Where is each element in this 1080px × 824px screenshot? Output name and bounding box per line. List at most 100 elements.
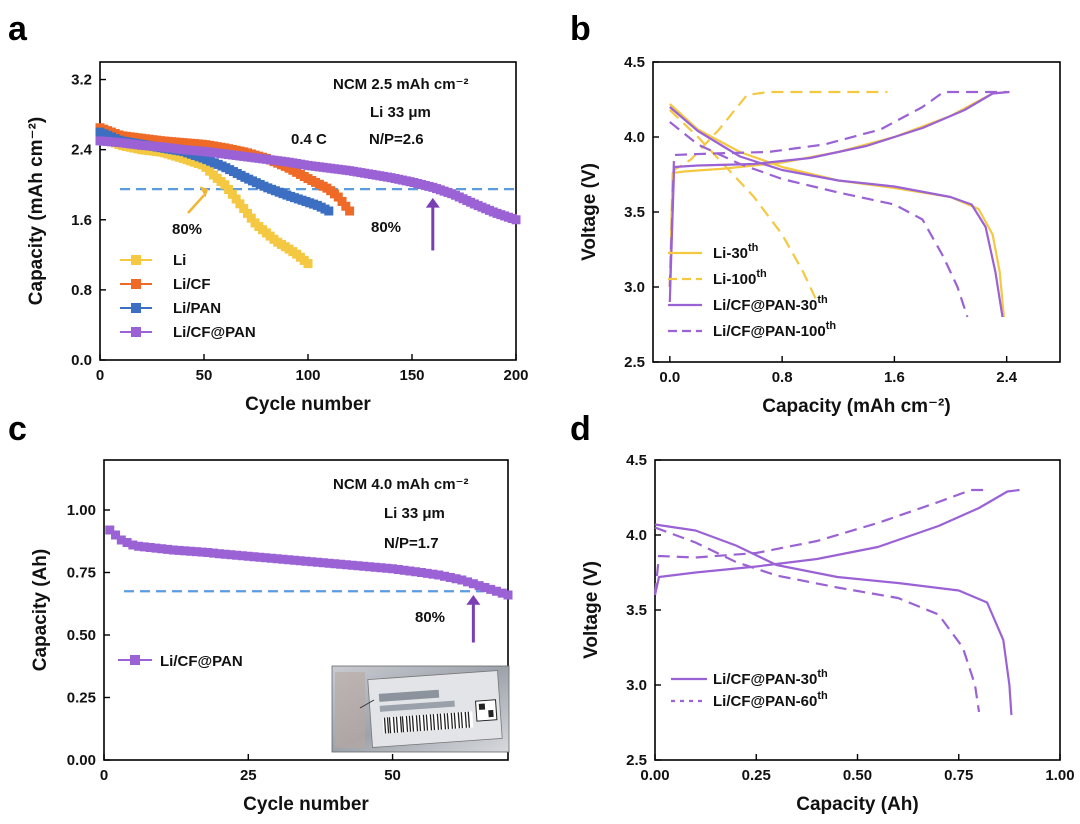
legend-label-base: Li/CF@PAN-60 — [713, 693, 817, 710]
plot-frame-c — [103, 459, 509, 761]
data-point-li-cf-pan — [307, 557, 317, 567]
y-tick-label-c: 0.25 — [67, 690, 96, 707]
legend-marker-a — [131, 303, 141, 313]
y-tick-label-c: 0.75 — [67, 565, 96, 582]
data-point-li-cf-pan — [122, 538, 132, 547]
data-point-li-cf-pan — [497, 588, 507, 598]
data-point-li-cf — [337, 196, 347, 206]
data-point-li-cf-pan — [203, 548, 213, 557]
plot-frame-b — [652, 61, 1061, 363]
data-point-li-cf-pan — [503, 590, 513, 600]
panel-letter-c: c — [8, 410, 27, 448]
legend-marker-a — [131, 255, 141, 265]
y-tick-label-b: 4.0 — [624, 129, 645, 146]
x-tick-label-a: 100 — [295, 367, 320, 384]
data-point-li-cf-pan — [330, 559, 340, 569]
curve-li-cf-pan-100th-charge- — [668, 90, 1007, 288]
chart-d: 0.00 0.25 0.50 0.75 1.00 2.5 3.0 3.5 4.0 4.5 Capac… — [581, 452, 1075, 815]
chart-b: 0.0 0.8 1.6 2.4 2.5 3.0 3.5 4.0 4.5 Capacity (mAh… — [579, 54, 1061, 417]
data-point-li-cf-pan — [434, 570, 444, 580]
y-tick-label-c: 0.00 — [67, 752, 96, 769]
data-point-li — [239, 204, 249, 214]
y-axis-label-b: Voltage (V) — [579, 163, 600, 261]
data-point-li-cf-pan — [197, 547, 207, 557]
curve-li-cf-pan-60th-charge- — [653, 488, 988, 596]
data-point-li — [235, 199, 245, 209]
annotation-li-c: Li 33 μm — [384, 505, 445, 522]
x-tick-label-b: 1.6 — [884, 369, 905, 386]
legend-label-a: Li/CF — [173, 276, 211, 293]
data-point-li-cf-pan — [480, 583, 490, 592]
data-point-li-cf-pan — [116, 535, 126, 545]
x-tick-label-a: 50 — [196, 367, 213, 384]
data-point-li-cf-pan — [168, 545, 178, 555]
annotation-crate-a: 0.4 C — [291, 131, 327, 148]
annotation-80-li: 80% — [172, 221, 202, 238]
legend-marker-a — [131, 279, 141, 289]
legend-label-sup: th — [817, 668, 828, 680]
y-tick-label-d: 4.0 — [626, 527, 647, 544]
data-point-li-cf-pan — [393, 565, 403, 574]
legend-label-sup: th — [817, 690, 828, 702]
y-tick-label-c: 0.50 — [67, 627, 96, 644]
data-point-li-cf-pan — [289, 555, 299, 565]
x-tick-label-b: 2.4 — [996, 369, 1018, 386]
annotation-ncm-a: NCM 2.5 mAh cm⁻² — [333, 76, 468, 93]
annotation-80-pan: 80% — [371, 219, 401, 236]
curve-li-cf-pan-30th-charge- — [668, 90, 1010, 303]
data-point-li-cf-pan — [186, 546, 196, 556]
data-point-li-cf-pan — [232, 550, 242, 560]
data-point-li-cf-pan — [180, 546, 190, 556]
data-point-li-cf — [345, 206, 355, 216]
data-point-li-cf-pan — [261, 553, 271, 563]
panel-letter-d: d — [570, 410, 591, 448]
curve-li-100th-discharge- — [669, 109, 819, 303]
annotation-np-c: N/P=1.7 — [384, 535, 439, 552]
curve-li-cf-pan-30th-discharge- — [654, 523, 1013, 716]
legend-label-b: Li-100th — [713, 268, 767, 288]
legend-label-base: Li/CF@PAN-30 — [713, 671, 817, 688]
data-point-li-cf-pan — [266, 553, 276, 563]
y-tick-label-d: 4.5 — [626, 452, 647, 469]
x-axis-label-a: Cycle number — [245, 394, 371, 415]
data-point-li-cf-pan — [376, 563, 386, 573]
x-tick-label-b: 0.8 — [772, 369, 793, 386]
x-axis-label-b: Capacity (mAh cm⁻²) — [762, 396, 950, 417]
data-point-li-cf-pan — [226, 550, 236, 560]
data-point-li-cf-pan — [486, 584, 496, 594]
y-tick-label-a: 2.4 — [71, 142, 93, 159]
y-axis-label-d: Voltage (V) — [581, 561, 602, 659]
legend-marker-c — [130, 655, 140, 665]
data-point-li-cf-pan — [491, 586, 501, 596]
x-tick-label-c: 25 — [240, 767, 257, 784]
x-tick-label-c: 0 — [100, 767, 108, 784]
data-point-li-cf-pan — [220, 549, 230, 559]
y-tick-label-b: 3.0 — [624, 279, 645, 296]
legend-label-a: Li/CF@PAN — [173, 324, 256, 341]
data-point-li-cf-pan — [111, 530, 121, 540]
y-tick-label-a: 3.2 — [71, 72, 92, 89]
data-point-li-cf-pan — [214, 549, 224, 559]
arrow-80-li-shaft — [187, 194, 206, 214]
curve-li-cf-pan-30th-discharge- — [669, 106, 1004, 318]
legend-label-sup: th — [756, 268, 767, 280]
data-point-li-cf-pan — [468, 579, 478, 589]
data-point-li-cf-pan — [284, 555, 294, 565]
data-point-li-cf-pan — [440, 571, 450, 581]
curve-li-cf-pan-30th-charge- — [653, 488, 1020, 596]
x-tick-label-d: 0.75 — [944, 767, 973, 784]
data-point-li — [246, 213, 256, 223]
y-tick-label-a: 1.6 — [71, 212, 92, 229]
legend-label-base: Li-100 — [713, 271, 756, 288]
arrow-80-pan-head — [425, 197, 440, 208]
x-tick-label-d: 0.00 — [640, 767, 669, 784]
data-point-li-cf-pan — [336, 559, 346, 569]
x-tick-label-d: 0.25 — [742, 767, 771, 784]
curve-li-cf-pan-60th-discharge- — [654, 526, 981, 713]
curve-li-100th-charge- — [668, 90, 888, 288]
arrow-80-c-head — [466, 595, 481, 605]
x-axis-label-c: Cycle number — [243, 794, 369, 815]
data-point-li-cf-pan — [474, 581, 484, 591]
y-tick-label-a: 0.0 — [71, 352, 92, 369]
data-point-li-cf-pan — [445, 573, 455, 582]
